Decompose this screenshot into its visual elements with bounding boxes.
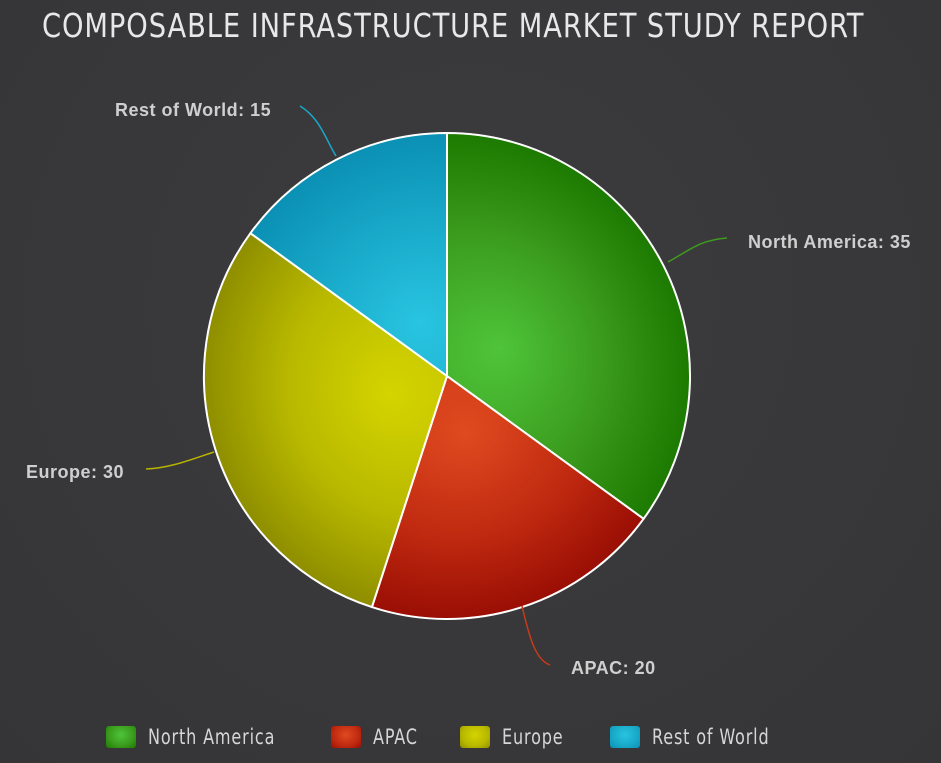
data-label-apac: APAC: 20 bbox=[571, 658, 656, 678]
pie-slice-rest-of-world[interactable] bbox=[249, 132, 448, 377]
legend-label-europe: Europe bbox=[502, 725, 564, 749]
leader-line-rest-of-world bbox=[299, 105, 337, 157]
legend-label-rest-of-world: Rest of World bbox=[652, 725, 770, 749]
legend-item-rest-of-world[interactable]: Rest of World bbox=[610, 722, 790, 752]
pie-slices bbox=[203, 132, 691, 620]
pie-chart: North America: 35 APAC: 20 Europe: 30 Rest … bbox=[26, 100, 911, 678]
pie-slice-north-america[interactable] bbox=[446, 132, 691, 520]
legend-item-apac[interactable]: APAC bbox=[331, 722, 426, 752]
legend-swatch-north-america bbox=[106, 726, 136, 748]
legend-swatch-rest-of-world bbox=[610, 726, 640, 748]
legend-swatch-europe bbox=[460, 726, 490, 748]
legend-item-europe[interactable]: Europe bbox=[460, 722, 574, 752]
legend-item-north-america[interactable]: North America bbox=[106, 722, 298, 752]
legend: North America APAC Europe Rest of World bbox=[0, 718, 941, 758]
leader-line-north-america bbox=[667, 237, 728, 263]
leader-lines bbox=[145, 105, 728, 666]
data-label-rest-of-world: Rest of World: 15 bbox=[115, 100, 271, 120]
pie-slice-europe[interactable] bbox=[203, 232, 448, 609]
legend-swatch-apac bbox=[331, 726, 361, 748]
legend-label-north-america: North America bbox=[148, 725, 276, 749]
data-label-north-america: North America: 35 bbox=[748, 232, 911, 252]
data-label-europe: Europe: 30 bbox=[26, 462, 124, 482]
chart-title: COMPOSABLE INFRASTRUCTURE MARKET STUDY R… bbox=[42, 6, 865, 45]
leader-line-apac bbox=[521, 605, 551, 666]
leader-line-europe bbox=[145, 451, 215, 470]
data-labels: North America: 35 APAC: 20 Europe: 30 Rest … bbox=[26, 100, 911, 678]
legend-label-apac: APAC bbox=[373, 725, 418, 749]
